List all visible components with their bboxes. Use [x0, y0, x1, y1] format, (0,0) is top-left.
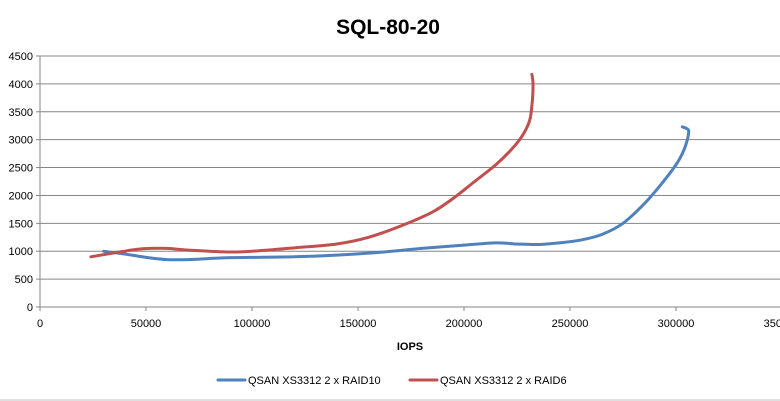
x-axis-label: IOPS	[397, 341, 423, 353]
x-axis-ticks: 0 50000 100000 150000 200000 250000 300000 3500…	[37, 307, 780, 330]
gridlines	[40, 55, 780, 280]
axes	[39, 56, 780, 308]
x-tick-label: 100000	[234, 318, 271, 330]
y-tick-label: 4000	[9, 79, 33, 91]
y-tick-label: 1500	[9, 218, 33, 230]
x-tick-label: 300000	[658, 318, 695, 330]
y-tick-label: 2500	[9, 163, 33, 175]
y-axis-ticks: 0 500 1000 1500 2000 2500 3000 3500 4000 4500	[9, 51, 40, 314]
series-line-2	[89, 72, 535, 259]
series-line-1	[102, 125, 691, 262]
x-tick-label: 150000	[340, 318, 377, 330]
y-tick-label: 3000	[9, 135, 33, 147]
y-tick-label: 4500	[9, 51, 33, 63]
x-tick-label: 0	[37, 318, 43, 330]
y-tick-label: 1000	[9, 246, 33, 258]
y-tick-label: 0	[27, 302, 33, 314]
x-tick-label: 50000	[131, 318, 162, 330]
legend-label-1: QSAN XS3312 2 x RAID10	[248, 375, 381, 387]
x-tick-label: 200000	[446, 318, 483, 330]
x-tick-label: 250000	[552, 318, 589, 330]
y-tick-label: 500	[15, 274, 33, 286]
y-tick-label: 2000	[9, 190, 33, 202]
y-tick-label: 3500	[9, 107, 33, 119]
legend: QSAN XS3312 2 x RAID10 QSAN XS3312 2 x RA…	[216, 375, 567, 387]
legend-label-2: QSAN XS3312 2 x RAID6	[440, 375, 567, 387]
series-lines	[89, 72, 691, 262]
chart-title: SQL-80-20	[336, 16, 440, 39]
x-tick-label: 350000	[764, 318, 780, 330]
